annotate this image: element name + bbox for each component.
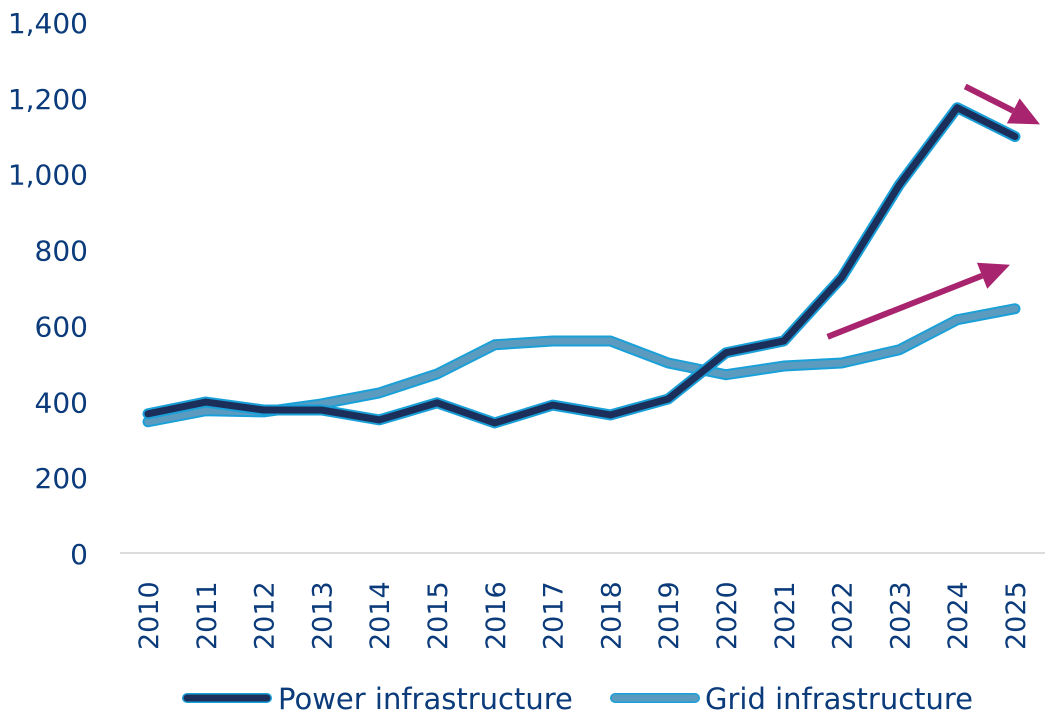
x-tick-label: 2012 [250,581,281,650]
y-tick-label: 1,200 [8,83,88,116]
legend-label: Power infrastructure [278,682,573,716]
y-tick-label: 800 [35,235,88,268]
x-tick-label: 2017 [539,581,570,650]
x-tick-label: 2021 [770,581,801,650]
x-tick-label: 2024 [943,581,974,650]
x-tick-label: 2020 [712,581,743,650]
y-tick-label: 1,000 [8,159,88,192]
series-lines [148,108,1015,423]
y-tick-label: 1,400 [8,7,88,40]
y-axis: 0 200 400 600 800 1,000 1,200 1,400 [8,7,88,571]
y-tick-label: 200 [35,462,88,495]
y-tick-label: 0 [70,538,88,571]
trend-arrow-shaft [828,276,982,337]
trend-arrows [828,86,1040,336]
legend: Power infrastructure Grid infrastructure [187,682,973,716]
x-tick-label: 2010 [134,581,165,650]
x-tick-label: 2016 [481,581,512,650]
x-tick-label: 2013 [307,581,338,650]
trend-arrow-shaft [965,86,1013,110]
x-tick-label: 2014 [365,581,396,650]
legend-label: Grid infrastructure [705,682,973,716]
x-axis: 2010 2011 2012 2013 2014 2015 2016 2017 2018 2019… [134,581,1032,650]
y-tick-label: 400 [35,386,88,419]
x-tick-label: 2011 [192,581,223,650]
x-tick-label: 2025 [1001,581,1032,650]
x-tick-label: 2015 [423,581,454,650]
x-tick-label: 2019 [654,581,685,650]
x-tick-label: 2018 [596,581,627,650]
y-tick-label: 600 [35,310,88,343]
series-line-0 [148,108,1015,423]
x-tick-label: 2023 [885,581,916,650]
x-tick-label: 2022 [828,581,859,650]
series-outline-0 [148,108,1015,423]
